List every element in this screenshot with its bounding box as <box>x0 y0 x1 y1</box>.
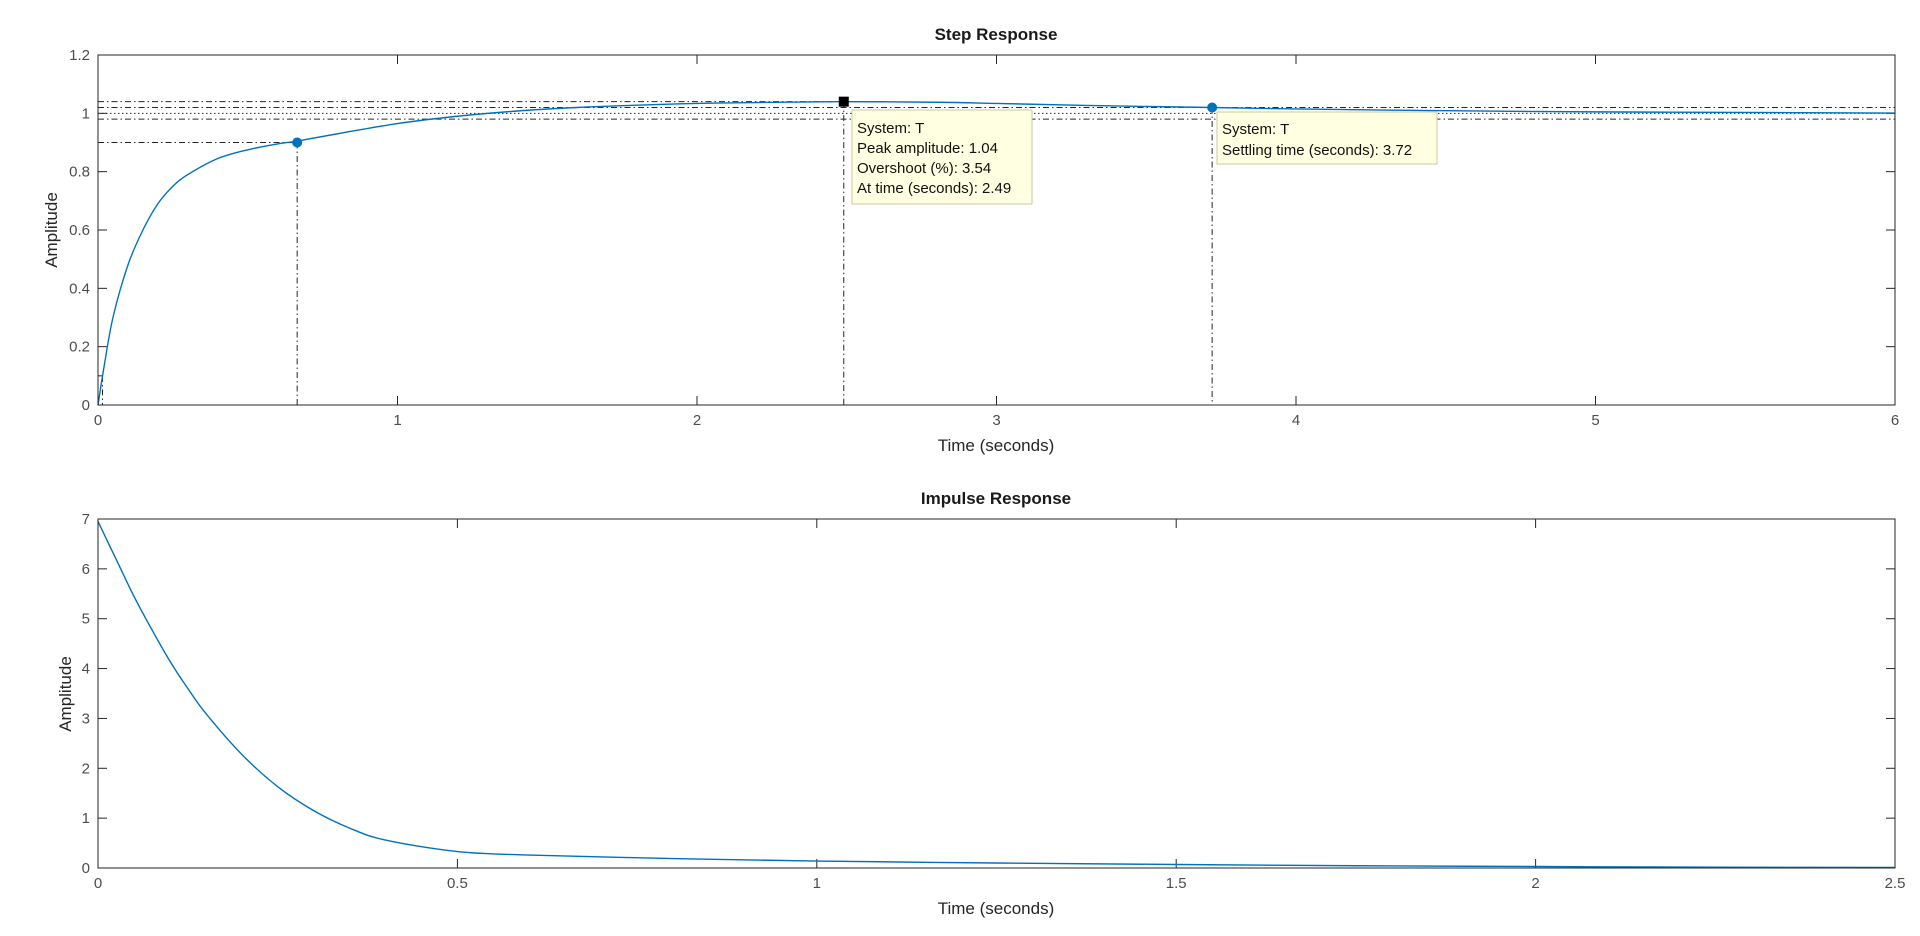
x-axis-label: Time (seconds) <box>938 899 1055 918</box>
y-tick-label: 0.4 <box>69 280 90 297</box>
datatip-line: System: T <box>857 120 924 137</box>
y-tick-label: 5 <box>82 611 90 628</box>
chart-title: Step Response <box>935 25 1058 44</box>
tick-labels: 0 1 2 3 4 5 6 0 0.2 0.4 0.6 0.8 1 1.2 <box>69 47 1899 429</box>
y-tick-label: 0.2 <box>69 339 90 356</box>
datatip-box <box>851 109 1033 205</box>
x-tick-label: 4 <box>1292 412 1300 429</box>
axes-box <box>97 54 1896 406</box>
datatip-line: Peak amplitude: 1.04 <box>857 140 998 157</box>
x-axis-label: Time (seconds) <box>938 436 1055 455</box>
y-tick-label: 0 <box>82 860 90 877</box>
x-tick-label: 0 <box>94 412 102 429</box>
datatip-line: At time (seconds): 2.49 <box>857 180 1011 197</box>
y-axis-label: Amplitude <box>56 656 75 732</box>
chart-title: Impulse Response <box>921 489 1071 508</box>
y-tick-label: 7 <box>82 511 90 528</box>
datatip-line: Overshoot (%): 3.54 <box>857 160 991 177</box>
x-tick-label: 0 <box>94 875 102 892</box>
x-tick-label: 1 <box>393 412 401 429</box>
y-axis-label: Amplitude <box>42 192 61 268</box>
series-line <box>97 100 1896 406</box>
y-tick-label: 6 <box>82 561 90 578</box>
settling-datatip[interactable]: System: T Settling time (seconds): 3.72 <box>1216 111 1438 165</box>
settling-marker[interactable] <box>1207 102 1218 113</box>
rise-time-marker[interactable] <box>292 137 303 148</box>
axes-box <box>97 518 1896 869</box>
x-tick-label: 6 <box>1891 412 1899 429</box>
impulse-response-axes: Impulse Response 0 0.5 1 1.5 2 2.5 0 1 2 3 4 5 6 7 Ti… <box>56 489 1905 918</box>
y-tick-label: 0.6 <box>69 222 90 239</box>
x-tick-label: 5 <box>1591 412 1599 429</box>
x-tick-label: 1.5 <box>1166 875 1187 892</box>
y-tick-label: 4 <box>82 661 90 678</box>
y-tick-label: 2 <box>82 760 90 777</box>
y-tick-label: 1.2 <box>69 47 90 64</box>
datatip-line: Settling time (seconds): 3.72 <box>1222 142 1412 159</box>
peak-marker[interactable] <box>838 96 849 107</box>
tick-labels: 0 0.5 1 1.5 2 2.5 0 1 2 3 4 5 6 7 <box>82 511 1906 892</box>
peak-datatip[interactable]: System: T Peak amplitude: 1.04 Overshoot… <box>851 109 1033 205</box>
x-tick-label: 0.5 <box>447 875 468 892</box>
characteristic-lines <box>98 101 1895 405</box>
datatip-box <box>1216 111 1438 165</box>
datatip-line: System: T <box>1222 121 1289 138</box>
x-tick-label: 1 <box>813 875 821 892</box>
x-tick-label: 2.5 <box>1885 875 1906 892</box>
y-tick-label: 0 <box>82 397 90 414</box>
x-tick-label: 2 <box>693 412 701 429</box>
y-tick-label: 1 <box>82 105 90 122</box>
y-tick-label: 0.8 <box>69 164 90 181</box>
x-tick-label: 3 <box>992 412 1000 429</box>
y-tick-label: 3 <box>82 710 90 727</box>
step-response-axes: Step Response 0 1 2 3 4 5 6 0 0.2 0.4 0.6 0.8 1 1.2 T… <box>42 25 1899 455</box>
series-line <box>97 521 1896 869</box>
characteristic-markers[interactable] <box>292 96 1218 148</box>
y-tick-label: 1 <box>82 810 90 827</box>
x-tick-label: 2 <box>1531 875 1539 892</box>
